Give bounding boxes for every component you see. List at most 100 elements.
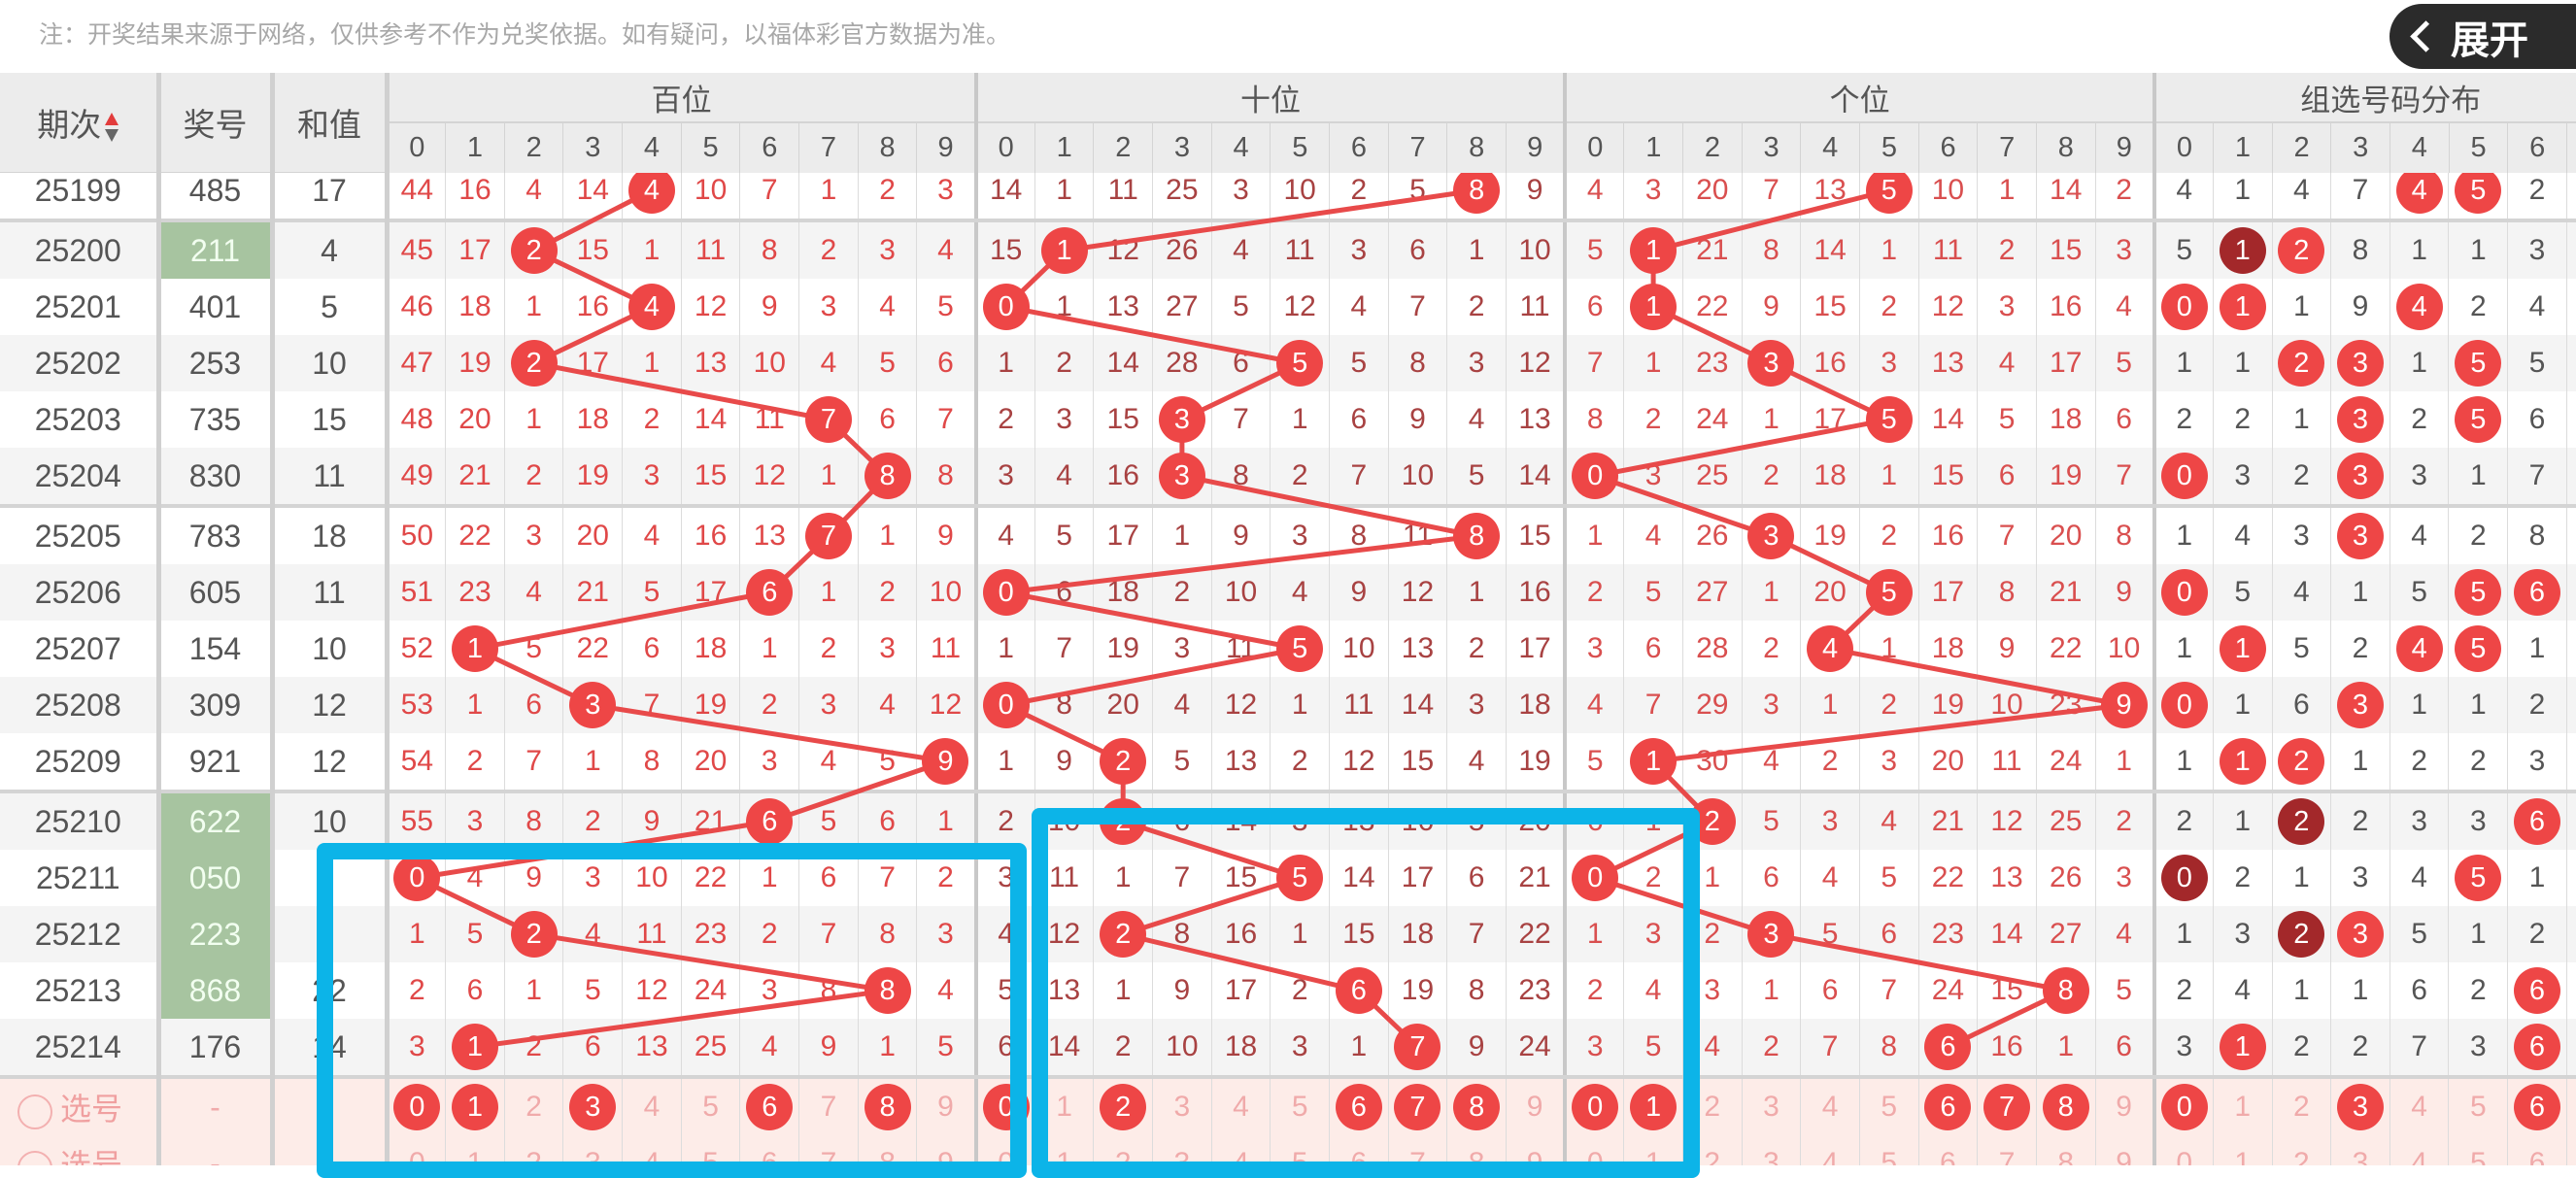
hundreds-cell: 20 — [446, 391, 505, 448]
select-digit-group[interactable]: 6 — [2508, 1135, 2567, 1165]
hundreds-cell: 1 — [623, 220, 682, 279]
select-digit-units[interactable]: 8 — [2036, 1135, 2095, 1165]
select-digit-units[interactable]: 4 — [1801, 1077, 1860, 1135]
group-cell: 7 — [2390, 1019, 2449, 1077]
tens-cell: 6 — [1330, 391, 1389, 448]
selected-ball[interactable]: 3 — [2337, 1084, 2384, 1130]
radio-circle-icon[interactable] — [17, 1094, 52, 1129]
select-digit-group[interactable]: 5 — [2449, 1135, 2508, 1165]
winning-number-cell: 211 — [158, 220, 272, 279]
group-cell: 2 — [2272, 906, 2331, 962]
hundreds-cell: 4 — [504, 564, 563, 621]
select-digit-units[interactable]: 6 — [1918, 1135, 1978, 1165]
group-cell: 9 — [2331, 279, 2390, 335]
group-cell-overflow — [2566, 279, 2576, 335]
select-digit-group[interactable]: 4 — [2390, 1077, 2449, 1135]
units-cell: 3 — [2095, 220, 2154, 279]
period-cell: 25207 — [0, 621, 158, 677]
select-digit-units[interactable]: 9 — [2095, 1135, 2154, 1165]
group-cell: 2 — [2508, 173, 2567, 220]
digit-header-tens-1: 1 — [1034, 122, 1094, 173]
select-digit-group[interactable]: 1 — [2213, 1077, 2272, 1135]
units-cell: 3 — [1624, 173, 1683, 220]
hundreds-cell: 5 — [623, 564, 682, 621]
select-digit-units[interactable]: 3 — [1742, 1135, 1801, 1165]
selected-ball[interactable]: 8 — [2043, 1084, 2089, 1130]
group-cell: 4 — [2390, 850, 2449, 906]
hundreds-cell: 9 — [917, 733, 976, 791]
tens-cell: 4 — [1330, 279, 1389, 335]
select-digit-group[interactable]: 5 — [2449, 1077, 2508, 1135]
select-digit-units[interactable]: 5 — [1859, 1077, 1918, 1135]
tens-cell: 12 — [1388, 564, 1447, 621]
group-cell: 5 — [2272, 621, 2331, 677]
tens-cell: 7 — [1330, 448, 1389, 506]
group-cell: 1 — [2213, 279, 2272, 335]
select-digit-group[interactable]: 0 — [2154, 1077, 2214, 1135]
winning-number-cell: 735 — [158, 391, 272, 448]
units-cell: 21 — [1918, 791, 1978, 850]
select-digit-group[interactable]: 6 — [2508, 1077, 2567, 1135]
tens-cell: 16 — [1094, 448, 1153, 506]
units-cell: 6 — [1565, 279, 1624, 335]
digit-header-hundreds-4: 4 — [623, 122, 682, 173]
group-cell: 4 — [2154, 173, 2214, 220]
select-digit-units[interactable]: 7 — [1978, 1135, 2037, 1165]
selected-ball[interactable]: 0 — [2161, 1084, 2208, 1130]
units-cell: 25 — [1682, 448, 1742, 506]
radio-circle-icon[interactable] — [17, 1151, 52, 1165]
column-header-period[interactable]: 期次 — [0, 73, 158, 173]
select-digit-units[interactable]: 9 — [2095, 1077, 2154, 1135]
select-digit-group[interactable]: 0 — [2154, 1135, 2214, 1165]
select-digit-units[interactable]: 5 — [1859, 1135, 1918, 1165]
group-cell: 4 — [2390, 173, 2449, 220]
tens-cell: 2 — [1271, 733, 1330, 791]
tens-cell: 11 — [1330, 677, 1389, 733]
tens-cell: 8 — [1388, 335, 1447, 391]
selected-ball[interactable]: 6 — [2514, 1084, 2560, 1130]
select-digit-group[interactable]: 3 — [2331, 1135, 2390, 1165]
select-digit-group[interactable]: 2 — [2272, 1135, 2331, 1165]
select-digit-group[interactable]: 4 — [2390, 1135, 2449, 1165]
group-cell: 3 — [2331, 677, 2390, 733]
hundreds-cell: 1 — [504, 279, 563, 335]
hundreds-cell: 7 — [799, 391, 859, 448]
expand-button[interactable]: 展开 — [2390, 4, 2576, 69]
units-cell: 2 — [1978, 220, 2037, 279]
select-toggle[interactable]: 选号 — [0, 1077, 158, 1135]
select-digit-units[interactable]: 3 — [1742, 1077, 1801, 1135]
select-digit-group-overflow[interactable] — [2566, 1077, 2576, 1135]
tens-cell: 11 — [1271, 220, 1330, 279]
tens-cell: 5 — [1388, 173, 1447, 220]
select-digit-units[interactable]: 7 — [1978, 1077, 2037, 1135]
units-cell: 24 — [1682, 391, 1742, 448]
disclaimer-notice: 注：开奖结果来源于网络，仅供参考不作为兑奖依据。如有疑问，以福体彩官方数据为准。 — [0, 0, 2576, 73]
select-digit-group[interactable]: 1 — [2213, 1135, 2272, 1165]
units-cell: 1 — [1624, 335, 1683, 391]
sort-up-down-icon[interactable] — [105, 111, 119, 144]
group-ball: 2 — [2278, 738, 2324, 785]
select-digit-group-overflow[interactable] — [2566, 1135, 2576, 1165]
select-digit-group[interactable]: 2 — [2272, 1077, 2331, 1135]
selected-ball[interactable]: 7 — [1983, 1084, 2030, 1130]
selected-ball[interactable]: 6 — [1924, 1084, 1971, 1130]
select-digit-group[interactable]: 3 — [2331, 1077, 2390, 1135]
units-cell: 4 — [1742, 733, 1801, 791]
select-digit-units[interactable]: 4 — [1801, 1135, 1860, 1165]
units-cell: 15 — [1918, 448, 1978, 506]
select-digit-units[interactable]: 6 — [1918, 1077, 1978, 1135]
select-digit-units[interactable]: 8 — [2036, 1077, 2095, 1135]
tens-cell: 7 — [1211, 391, 1271, 448]
select-toggle[interactable]: 选号 — [0, 1135, 158, 1165]
